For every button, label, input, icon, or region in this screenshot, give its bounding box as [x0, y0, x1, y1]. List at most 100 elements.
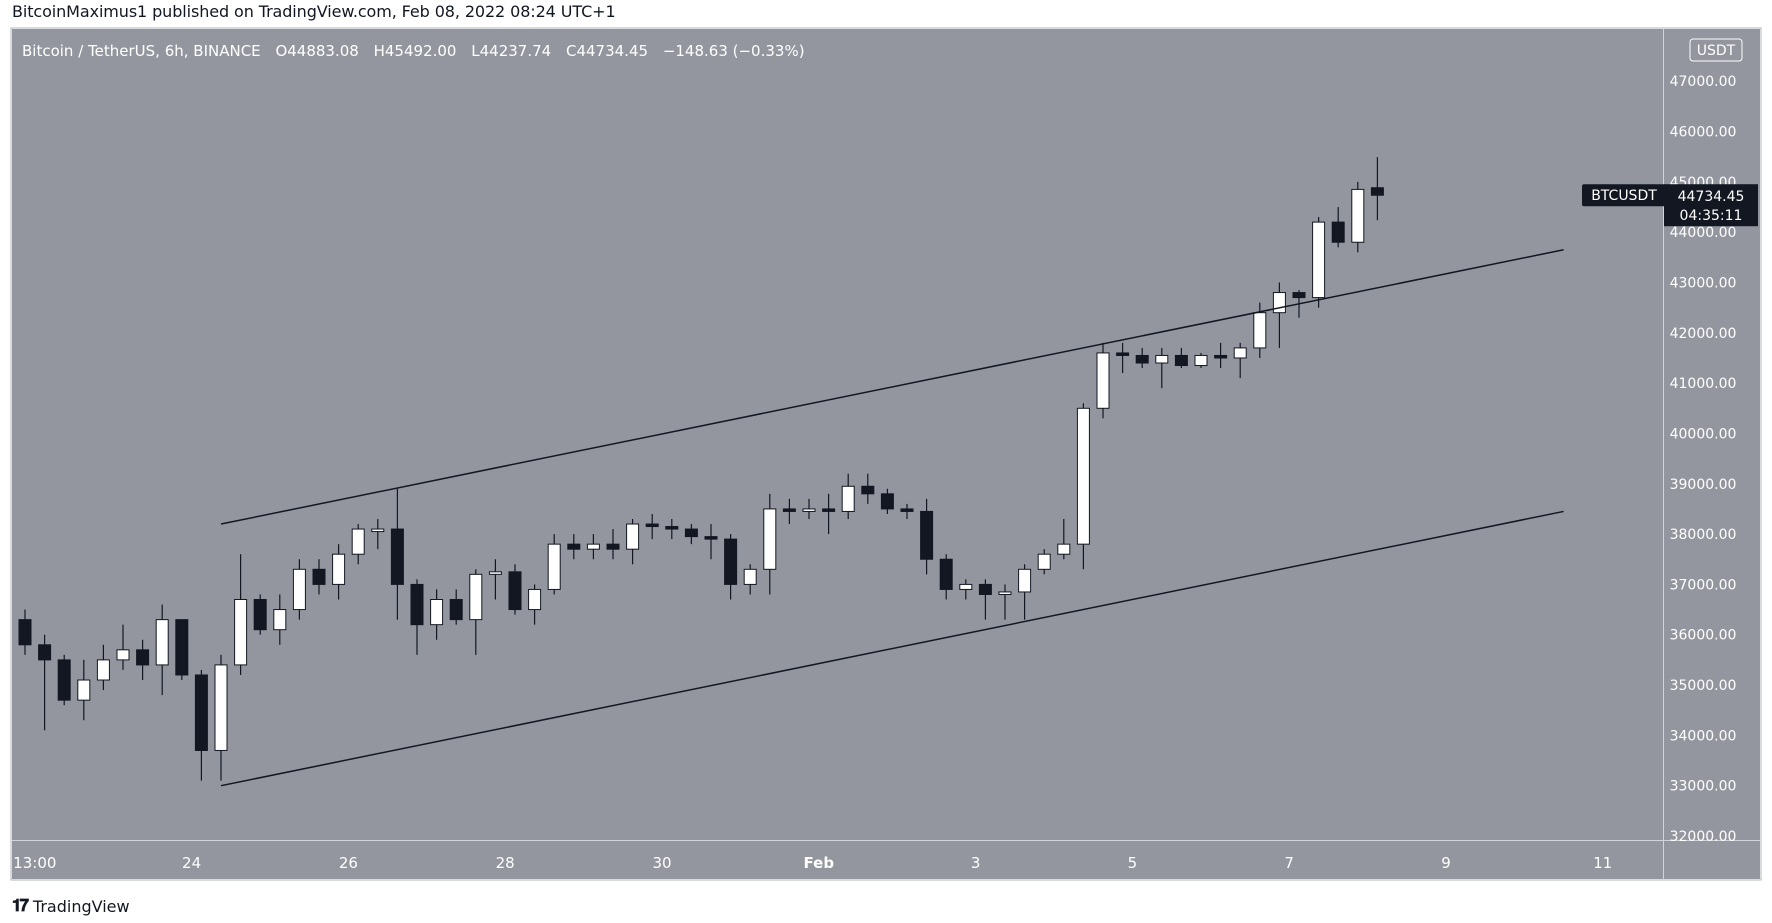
time-tick-label: 26 — [339, 854, 358, 872]
candle-body-up — [959, 583, 973, 590]
candle-body-up — [371, 528, 385, 533]
candle-body-down — [410, 583, 424, 626]
time-tick-label: 28 — [496, 854, 515, 872]
change-value: −148.63 (−0.33%) — [663, 42, 805, 60]
price-tick-label: 43000.00 — [1670, 275, 1737, 291]
last-price-label: BTCUSDT 44734.45 04:35:11 — [1582, 184, 1758, 227]
candle-body-down — [390, 528, 404, 585]
price-tick-label: 32000.00 — [1670, 829, 1737, 845]
last-price-ticker: BTCUSDT — [1591, 188, 1657, 204]
tradingview-brand-text: TradingView — [32, 896, 130, 916]
candle-body-down — [1116, 352, 1130, 356]
tradingview-logo[interactable]: 𝟏𝟕 TradingView — [12, 896, 130, 916]
candle-body-down — [724, 538, 738, 585]
last-price-value: 44734.45 — [1678, 189, 1745, 205]
time-tick-label: 9 — [1441, 854, 1451, 872]
candle-body-down — [782, 508, 796, 512]
candle-body-down — [1214, 354, 1228, 359]
channel-lines-layer — [220, 249, 1564, 787]
candle-body-up — [116, 649, 130, 661]
price-tick-label: 33000.00 — [1670, 779, 1737, 795]
currency-badge-label: USDT — [1697, 43, 1736, 59]
currency-badge[interactable]: USDT — [1689, 38, 1743, 62]
candle-body-down — [1292, 292, 1306, 299]
candle-body-up — [743, 568, 757, 585]
time-tick-label: Feb — [804, 854, 835, 872]
candle-body-down — [449, 599, 463, 621]
channel-line-lower[interactable] — [220, 510, 1564, 787]
candle-body-down — [194, 674, 208, 751]
close-label: C — [566, 42, 576, 60]
candle-body-up — [1057, 543, 1071, 555]
channel-line-upper[interactable] — [220, 249, 1564, 525]
candle-body-up — [234, 599, 248, 666]
candle-body-up — [1194, 354, 1208, 367]
candle-body-down — [645, 523, 659, 528]
candle-body-up — [155, 619, 169, 666]
candle-body-down — [920, 510, 934, 560]
time-axis-labels: 13:00 24 26 28 30 Feb 3 5 7 9 11 — [13, 854, 1612, 872]
candle-body-up — [292, 568, 306, 611]
candle-body-up — [626, 523, 640, 550]
candle-body-up — [1272, 292, 1286, 314]
candle-body-up — [1096, 352, 1110, 409]
price-tick-label: 34000.00 — [1670, 728, 1737, 744]
time-axis-area[interactable] — [12, 841, 1663, 879]
open-label: O — [275, 42, 287, 60]
candle-body-up — [802, 508, 816, 512]
time-tick-label: 24 — [182, 854, 201, 872]
candle-body-up — [1155, 354, 1169, 364]
candle-body-down — [1331, 221, 1345, 243]
candle-body-down — [900, 508, 914, 512]
price-tick-label: 36000.00 — [1670, 628, 1737, 644]
candle-body-down — [606, 543, 620, 550]
price-tick-label: 44000.00 — [1670, 225, 1737, 241]
tradingview-mark-icon: 𝟏𝟕 — [12, 896, 29, 916]
price-tick-label: 35000.00 — [1670, 678, 1737, 694]
candle-body-down — [704, 536, 718, 540]
open-value: 44883.08 — [287, 42, 359, 60]
candle-body-down — [18, 619, 32, 646]
candle-body-up — [488, 571, 502, 575]
candle-body-down — [880, 493, 894, 510]
price-tick-label: 42000.00 — [1670, 326, 1737, 342]
candle-body-down — [312, 568, 326, 585]
candle-body-up — [469, 573, 483, 621]
price-axis-area[interactable] — [1664, 29, 1760, 840]
time-tick-label: 5 — [1128, 854, 1138, 872]
price-tick-label: 40000.00 — [1670, 426, 1737, 442]
time-tick-label: 3 — [971, 854, 981, 872]
candle-body-up — [763, 508, 777, 570]
candle-body-down — [567, 543, 581, 550]
candle-body-up — [1076, 407, 1090, 545]
candle-body-down — [665, 526, 679, 530]
high-label: H — [374, 42, 385, 60]
candle-body-up — [547, 543, 561, 590]
candle-body-up — [528, 588, 542, 611]
candle-body-down — [822, 508, 836, 512]
low-label: L — [471, 42, 480, 60]
candle-body-up — [430, 599, 444, 626]
candle-body-up — [351, 528, 365, 555]
time-tick-label: 11 — [1593, 854, 1612, 872]
candle-body-down — [175, 619, 189, 676]
candle-body-down — [253, 599, 267, 631]
price-tick-label: 39000.00 — [1670, 477, 1737, 493]
plot-area[interactable] — [12, 29, 1663, 840]
time-tick-label: 13:00 — [13, 854, 56, 872]
candle-body-up — [1233, 347, 1247, 359]
candle-body-up — [273, 609, 287, 631]
bar-countdown: 04:35:11 — [1680, 208, 1743, 224]
low-value: 44237.74 — [480, 42, 552, 60]
close-value: 44734.45 — [576, 42, 648, 60]
time-tick-label: 30 — [652, 854, 671, 872]
candle-body-down — [38, 644, 52, 661]
candle-body-up — [96, 659, 110, 681]
legend-header: Bitcoin / TetherUS, 6h, BINANCE O44883.0… — [22, 42, 805, 60]
candles-layer — [18, 157, 1384, 781]
time-tick-label: 7 — [1284, 854, 1294, 872]
candle-body-up — [1018, 568, 1032, 593]
candle-body-up — [841, 485, 855, 512]
candle-body-down — [1174, 354, 1188, 367]
